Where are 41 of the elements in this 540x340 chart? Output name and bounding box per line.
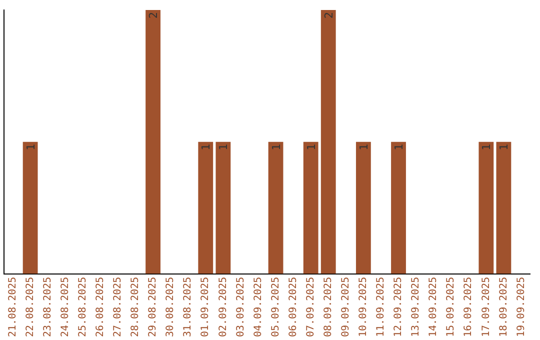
x-tick-label: 27.08.2025 <box>112 276 124 338</box>
x-tick-label: 19.09.2025 <box>516 276 527 338</box>
x-tick-label: 01.09.2025 <box>200 276 212 338</box>
data-label: 1 <box>24 144 38 151</box>
x-tick-label: 13.09.2025 <box>410 276 422 338</box>
x-tick-label: 03.09.2025 <box>235 276 246 338</box>
data-label: 1 <box>480 144 494 151</box>
x-tick-label: 02.09.2025 <box>218 276 229 338</box>
data-label: 1 <box>392 144 406 151</box>
x-tick-label: 10.09.2025 <box>358 276 370 338</box>
x-tick-label: 22.08.2025 <box>24 276 36 338</box>
x-tick-label: 16.09.2025 <box>463 276 474 338</box>
data-label: 2 <box>147 12 160 19</box>
x-tick-label: 08.09.2025 <box>322 276 334 338</box>
x-tick-label: 31.08.2025 <box>182 276 194 338</box>
x-tick-label: 17.09.2025 <box>480 276 492 338</box>
x-tick-label: 12.09.2025 <box>393 276 404 338</box>
x-tick-label: 14.09.2025 <box>428 276 440 338</box>
x-tick-label: 23.08.2025 <box>42 276 54 338</box>
x-tick-label: 30.08.2025 <box>165 276 176 338</box>
x-tick-label: 11.09.2025 <box>376 276 387 338</box>
x-tick-label: 28.08.2025 <box>130 276 142 338</box>
data-label: 1 <box>200 144 213 151</box>
data-label: 1 <box>357 144 370 151</box>
x-tick-label: 24.08.2025 <box>60 276 71 338</box>
x-tick-label: 29.08.2025 <box>148 276 159 338</box>
x-tick-label: 07.09.2025 <box>305 276 316 338</box>
x-tick-label: 09.09.2025 <box>340 276 352 338</box>
data-label: 2 <box>322 12 336 19</box>
x-tick-label: 04.09.2025 <box>252 276 264 338</box>
x-tick-label: 25.08.2025 <box>77 276 88 338</box>
data-label: 1 <box>304 144 318 151</box>
x-tick-label: 21.08.2025 <box>7 276 18 338</box>
x-tick-label: 05.09.2025 <box>270 276 282 338</box>
data-label: 1 <box>270 144 283 151</box>
data-label: 1 <box>217 144 230 151</box>
x-tick-label: 06.09.2025 <box>288 276 299 338</box>
x-tick-label: 26.08.2025 <box>95 276 106 338</box>
x-tick-label: 18.09.2025 <box>498 276 510 338</box>
x-tick-label: 15.09.2025 <box>446 276 457 338</box>
data-label: 1 <box>498 144 511 151</box>
